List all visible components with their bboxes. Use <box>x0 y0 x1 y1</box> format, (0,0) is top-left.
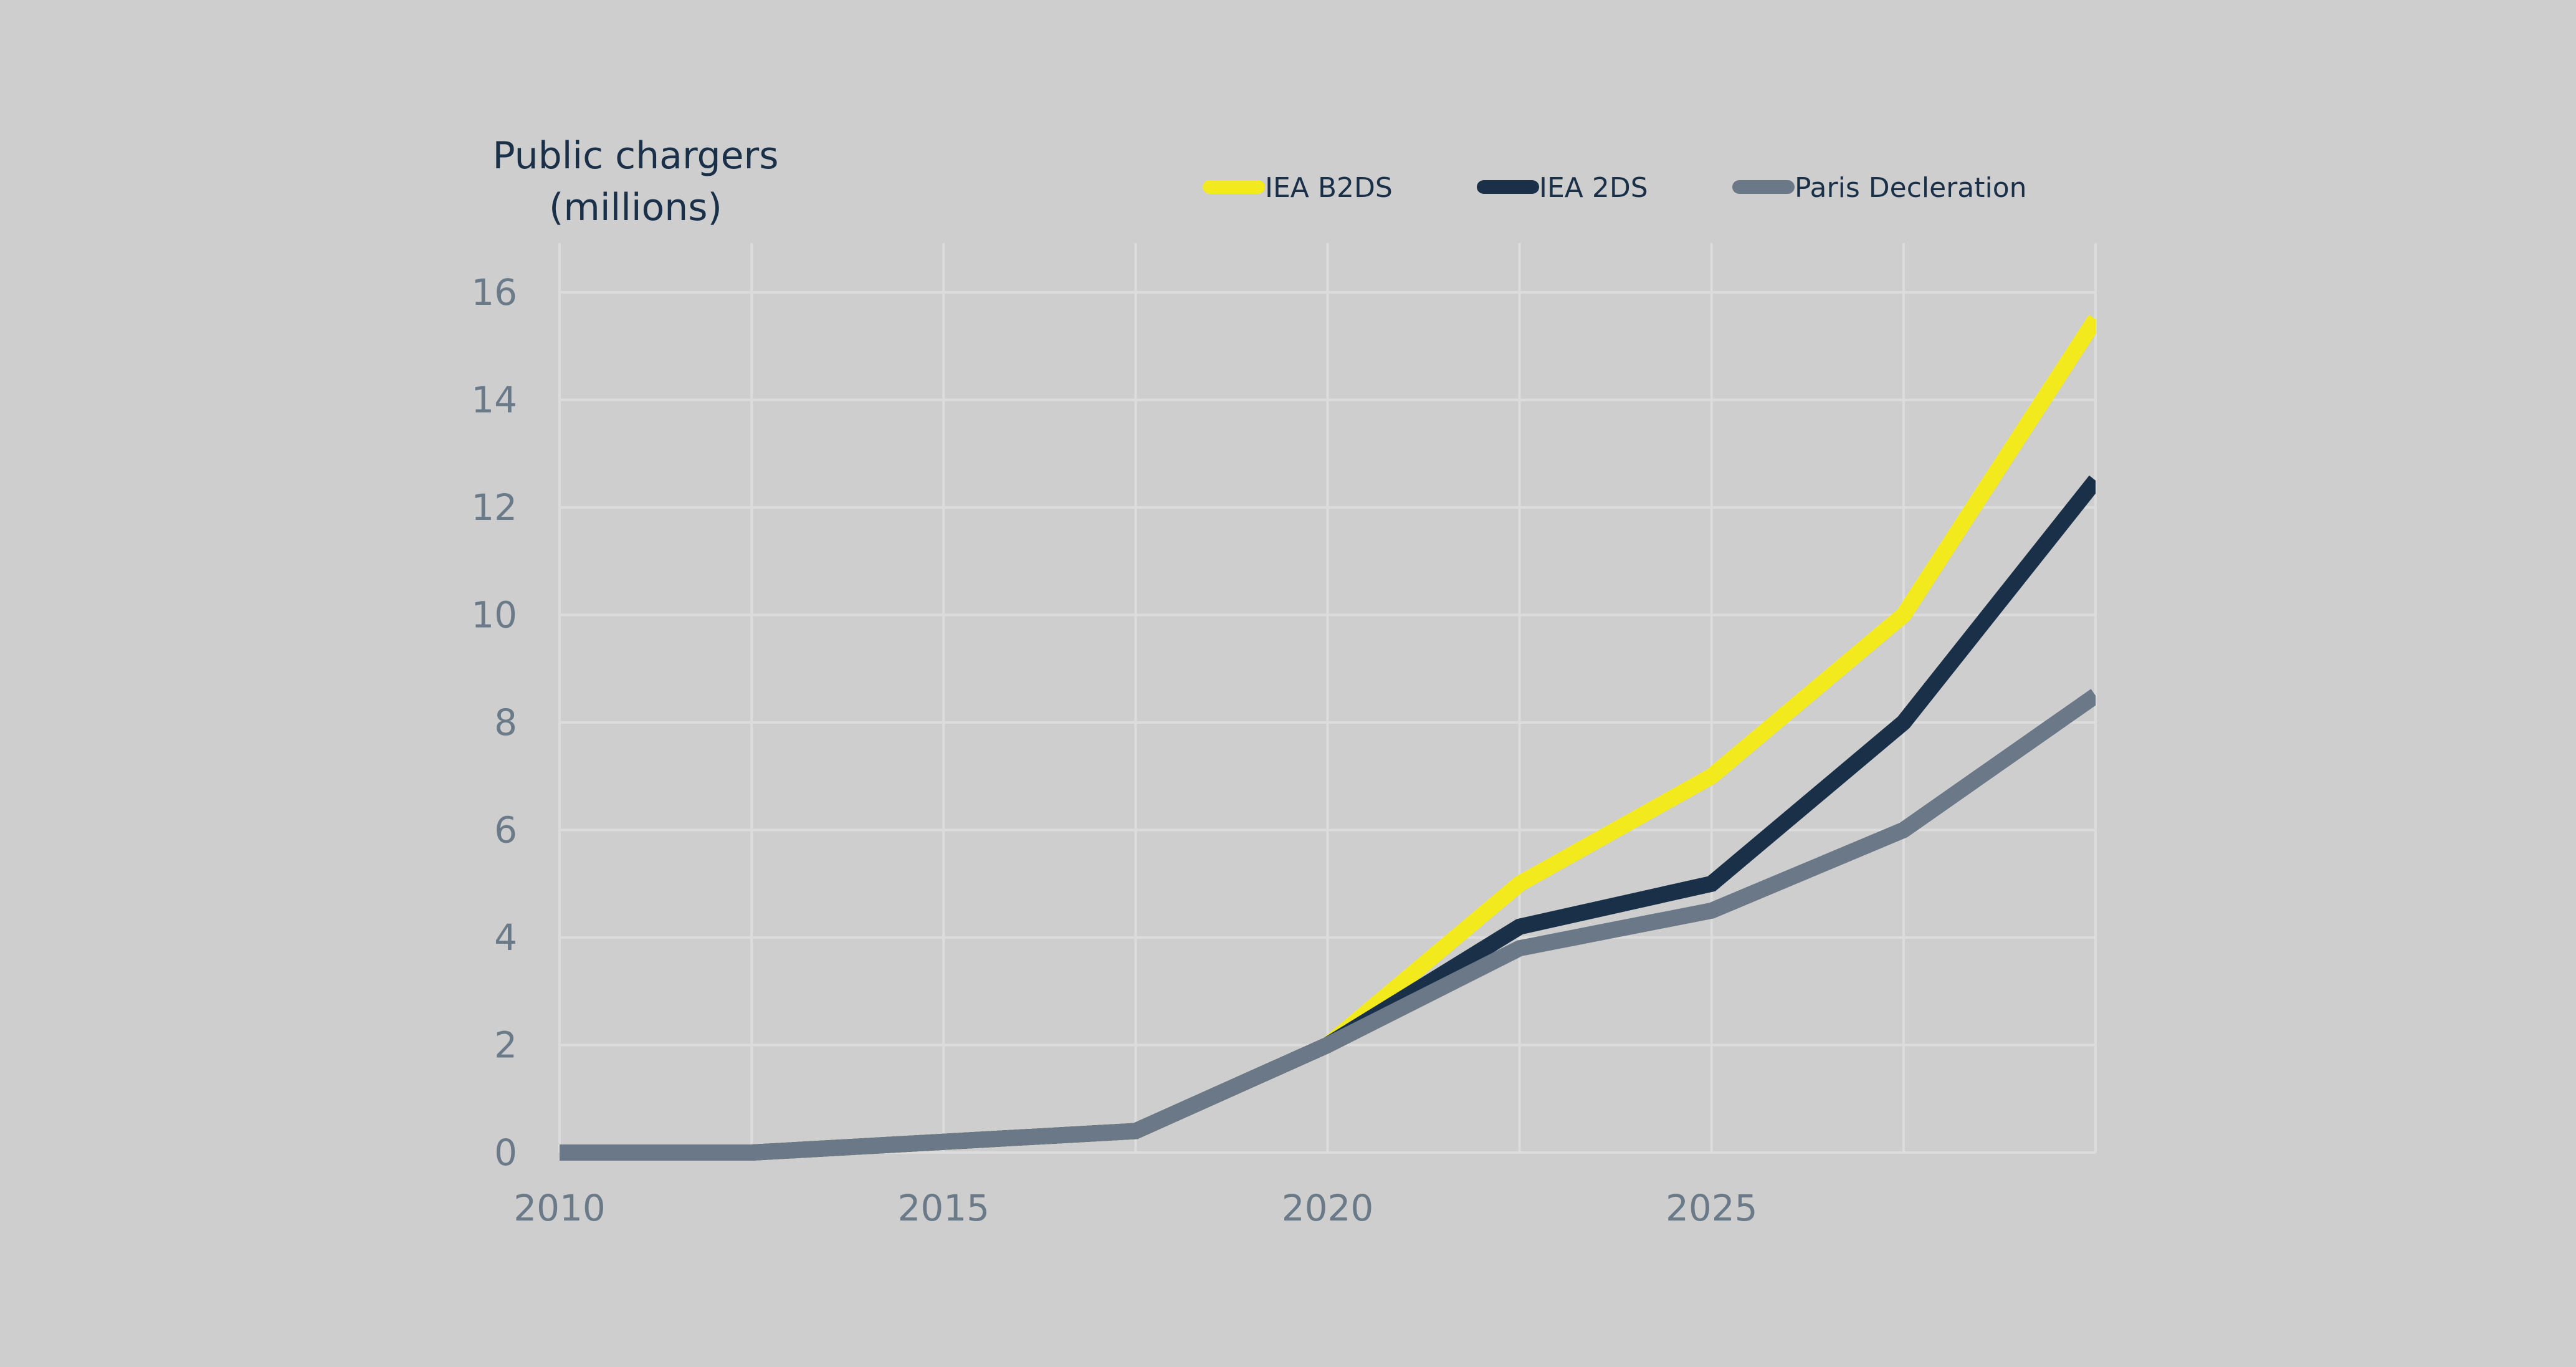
series-lines <box>560 315 2096 1161</box>
y-axis-title-line-1: Public chargers <box>493 134 779 178</box>
legend-label: Paris Decleration <box>1795 172 2027 204</box>
legend-swatch <box>1477 180 1539 194</box>
x-axis: 2010 2015 2020 2025 <box>513 1187 1757 1229</box>
x-tick-label: 2015 <box>897 1187 990 1229</box>
series-line-paris-decleration <box>560 689 2096 1161</box>
legend-label: IEA 2DS <box>1539 172 1648 204</box>
y-tick-label: 6 <box>494 809 517 851</box>
x-tick-label: 2010 <box>513 1187 606 1229</box>
legend: IEA B2DS IEA 2DS Paris Decleration <box>1203 172 2027 204</box>
grid <box>558 243 2097 1154</box>
y-axis-title-line-2: (millions) <box>549 186 722 229</box>
legend-swatch <box>1732 180 1795 194</box>
x-tick-label: 2025 <box>1666 1187 1758 1229</box>
legend-swatch <box>1203 180 1265 194</box>
y-tick-label: 4 <box>494 916 517 959</box>
legend-label: IEA B2DS <box>1265 172 1393 204</box>
x-tick-label: 2020 <box>1282 1187 1374 1229</box>
y-tick-label: 14 <box>471 379 517 421</box>
y-tick-label: 10 <box>471 594 517 636</box>
y-tick-label: 12 <box>471 486 517 529</box>
y-tick-label: 2 <box>494 1024 517 1067</box>
y-tick-label: 16 <box>471 271 517 314</box>
legend-item: IEA 2DS <box>1477 172 1648 204</box>
y-axis: 0 2 4 6 8 10 12 14 16 <box>471 271 517 1174</box>
legend-item: IEA B2DS <box>1203 172 1393 204</box>
y-tick-label: 0 <box>494 1131 517 1174</box>
y-tick-label: 8 <box>494 701 517 744</box>
legend-item: Paris Decleration <box>1732 172 2027 204</box>
